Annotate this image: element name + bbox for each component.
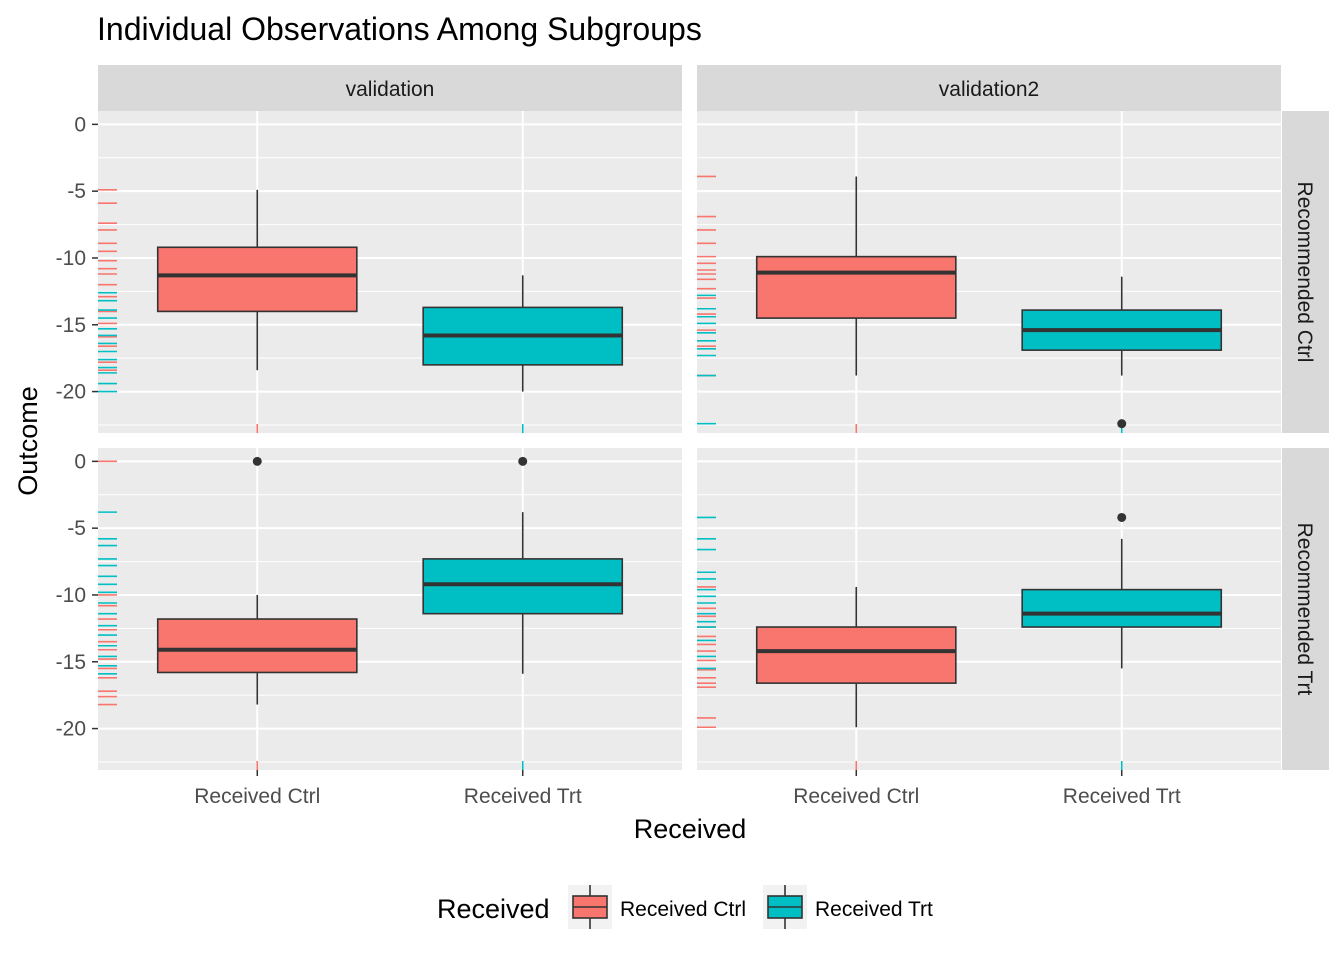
box-received-trt	[422, 275, 624, 392]
x-axis-title: Received	[634, 814, 747, 844]
panel-validation2-recommended-ctrl	[697, 111, 1281, 433]
legend-entry-received-ctrl: Received Ctrl	[568, 885, 746, 929]
y-tick-label: 0	[74, 113, 86, 136]
x-tick-label: Received Ctrl	[194, 785, 320, 808]
outlier-point	[1117, 512, 1127, 522]
panel-validation-recommended-trt: 0 -5 -10 -15 -20 Received Ctrl Received Trt	[56, 448, 682, 808]
box-received-ctrl	[755, 176, 957, 376]
box-received-trt	[1021, 276, 1223, 429]
facet-strip-label: Recommended Ctrl	[1293, 182, 1316, 363]
box-received-ctrl	[755, 586, 957, 728]
facet-strip-recommended-trt	[1282, 448, 1329, 770]
outlier-point	[1117, 419, 1127, 429]
panel-validation2-recommended-trt: Received Ctrl Received Trt	[697, 448, 1281, 808]
panel-validation-recommended-ctrl: 0 -5 -10 -15 -20	[56, 111, 682, 433]
outlier-point	[252, 456, 262, 466]
y-tick-label: -5	[67, 180, 86, 203]
y-tick-label: -5	[67, 517, 86, 540]
y-tick-label: 0	[74, 450, 86, 473]
box-iqr	[156, 246, 358, 313]
y-tick-label: -20	[56, 718, 86, 741]
outlier-point	[518, 456, 528, 466]
box-received-trt	[422, 456, 624, 674]
box-iqr	[755, 255, 957, 319]
facet-strip-validation	[98, 65, 682, 111]
chart-title: Individual Observations Among Subgroups	[97, 11, 702, 47]
facet-strip-label: validation2	[939, 78, 1039, 101]
box-iqr	[156, 618, 358, 674]
y-tick-label: -15	[56, 651, 86, 674]
box-iqr	[755, 626, 957, 684]
box-received-trt	[1021, 512, 1223, 669]
y-tick-label: -10	[56, 247, 86, 270]
x-tick-label: Received Trt	[1063, 785, 1181, 808]
y-tick-label: -10	[56, 584, 86, 607]
box-iqr	[1021, 588, 1223, 628]
legend: Received Received Ctrl Received Trt	[437, 885, 933, 929]
x-tick-label: Received Trt	[464, 785, 582, 808]
legend-title: Received	[437, 894, 550, 924]
legend-entry-received-trt: Received Trt	[763, 885, 933, 929]
y-tick-label: -15	[56, 314, 86, 337]
facet-strip-recommended-ctrl	[1282, 111, 1329, 433]
legend-label: Received Ctrl	[620, 898, 746, 921]
box-received-ctrl	[156, 456, 358, 705]
facet-panels: validation validation2 Recommended Ctrl Rec…	[56, 65, 1329, 808]
legend-label: Received Trt	[815, 898, 933, 921]
y-tick-label: -20	[56, 381, 86, 404]
x-tick-label: Received Ctrl	[793, 785, 919, 808]
facet-strip-label: Recommended Trt	[1293, 523, 1316, 696]
box-iqr	[422, 558, 624, 615]
facet-strip-validation2	[697, 65, 1281, 111]
facet-strip-label: validation	[346, 78, 435, 101]
y-axis-title: Outcome	[13, 386, 43, 496]
box-received-ctrl	[156, 189, 358, 371]
